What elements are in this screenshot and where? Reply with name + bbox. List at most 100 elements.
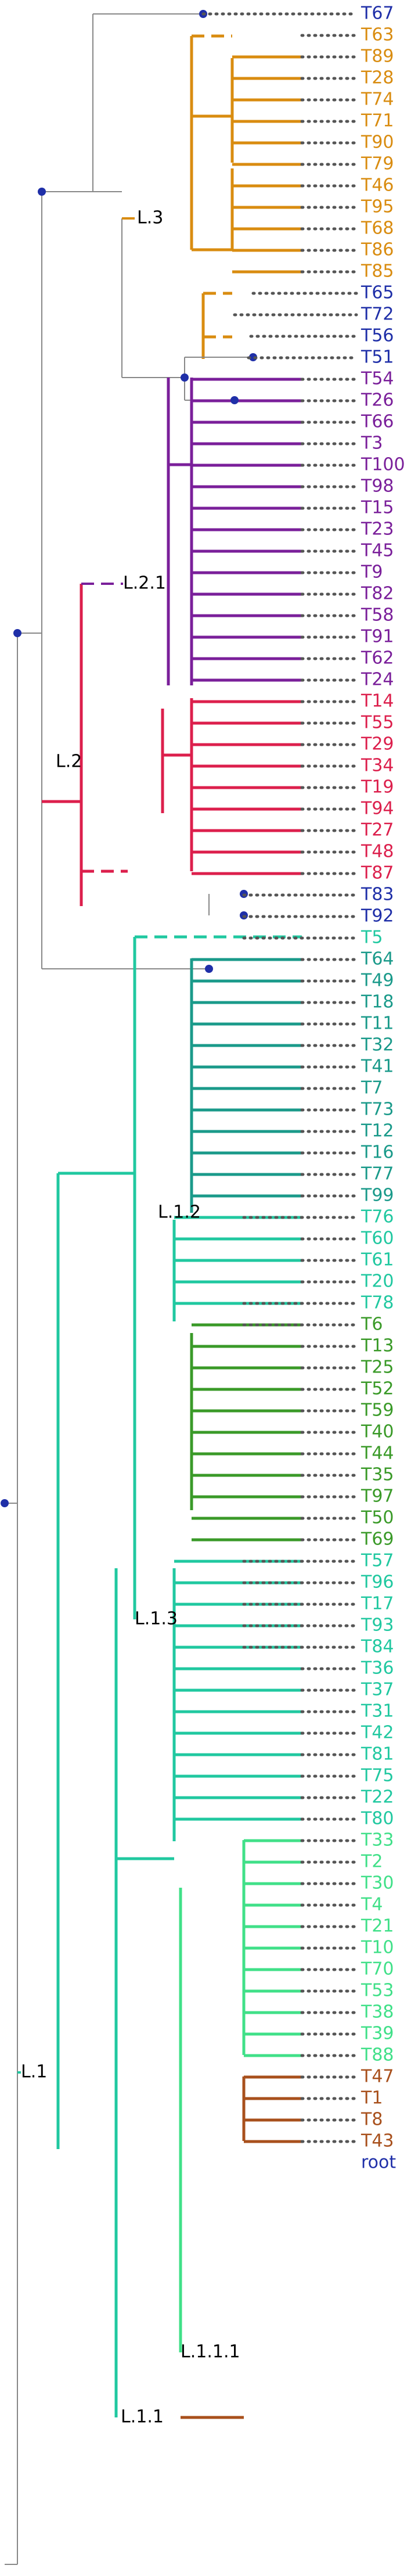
tip-label: T4: [360, 1895, 383, 1915]
tip-label: T81: [360, 1744, 394, 1765]
tip-label: T60: [360, 1228, 394, 1249]
tip-label: T55: [360, 713, 394, 733]
tip-label: T43: [360, 2131, 394, 2151]
tree-node: [205, 965, 213, 973]
tip-label: T70: [360, 1959, 394, 1979]
tip-label: T40: [360, 1422, 394, 1442]
tip-label: T98: [360, 476, 394, 497]
tip-label: T44: [360, 1443, 394, 1464]
tree-node: [13, 629, 21, 637]
tip-label: T17: [360, 1594, 394, 1614]
tip-label: T29: [360, 734, 394, 755]
tip-label: T100: [360, 455, 405, 475]
tip-labels: T67T63T89T28T74T71T90T79T46T95T68T86T85T…: [360, 3, 405, 2173]
tip-label: T27: [360, 820, 394, 840]
tip-label: T16: [360, 1143, 394, 1163]
tip-label: T82: [360, 584, 394, 604]
tip-label: T24: [360, 670, 394, 690]
tip-label: T22: [360, 1787, 394, 1808]
tip-label: T26: [360, 390, 394, 411]
tree-nodes: [1, 10, 257, 1507]
clade-label-L111: L.1.1: [121, 2407, 164, 2427]
tip-label: T9: [360, 562, 383, 583]
tip-label: T36: [360, 1658, 394, 1679]
tip-label: T21: [360, 1916, 394, 1937]
tip-label: T72: [360, 304, 394, 325]
tip-label: T31: [360, 1701, 394, 1722]
tip-label: T58: [360, 605, 394, 626]
tip-label: T35: [360, 1465, 394, 1485]
tip-label: T94: [360, 799, 394, 819]
tip-label: T42: [360, 1723, 394, 1743]
tip-label: T64: [360, 949, 394, 969]
clade-label-L2: L.2: [56, 752, 82, 772]
tip-label: T8: [360, 2110, 383, 2130]
tip-label: T80: [360, 1809, 394, 1829]
tip-label: T61: [360, 1250, 394, 1270]
tip-label: T10: [360, 1938, 394, 1958]
tip-label: T51: [360, 347, 394, 368]
clade-label-L1: L.1: [21, 2062, 47, 2082]
tip-label: T74: [360, 89, 394, 110]
tip-label: T59: [360, 1400, 394, 1421]
tip-label: T68: [360, 218, 394, 239]
tip-label: T87: [360, 863, 394, 883]
tip-label: T5: [360, 928, 383, 948]
tree-node: [38, 188, 46, 196]
tip-label: T2: [360, 1852, 383, 1872]
tip-label: T78: [360, 1293, 394, 1313]
tip-label: T88: [360, 2045, 394, 2065]
tip-label: T46: [360, 175, 394, 196]
tip-label: T85: [360, 261, 394, 282]
tip-label: T6: [360, 1314, 383, 1335]
clade-label-L21: L.2.1: [123, 573, 166, 594]
tip-label: T52: [360, 1379, 394, 1399]
tree-node: [230, 396, 239, 404]
tip-label: T45: [360, 541, 394, 561]
clade-label-L113: L.1.3: [135, 1609, 178, 1629]
tip-label: T53: [360, 1981, 394, 2001]
tip-label: T25: [360, 1357, 394, 1378]
tip-label: T84: [360, 1637, 394, 1657]
tip-label: T93: [360, 1615, 394, 1636]
tip-label: T67: [360, 3, 394, 24]
tip-label: T79: [360, 154, 394, 174]
tip-label: T32: [360, 1035, 394, 1055]
tip-label: T3: [360, 433, 383, 454]
clade-label-L112: L.1.2: [158, 1202, 201, 1223]
tip-label: T54: [360, 369, 394, 389]
tip-label: T18: [360, 992, 394, 1012]
tree-node: [1, 1499, 9, 1507]
tip-label: T50: [360, 1508, 394, 1528]
tip-label: T38: [360, 2002, 394, 2022]
clade-labels: L.3 L.2.1 L.2 L.1.2 L.1.3 L.1 L.1.1.1 L.…: [21, 208, 240, 2427]
tip-label: T95: [360, 197, 394, 217]
tip-label: T76: [360, 1207, 394, 1227]
tip-label: T73: [360, 1100, 394, 1120]
tip-label: T19: [360, 777, 394, 797]
tip-label: T1: [360, 2088, 383, 2108]
tip-label: T89: [360, 46, 394, 67]
tip-label: T7: [360, 1078, 383, 1098]
tip-label: T41: [360, 1057, 394, 1077]
tip-label: T83: [360, 885, 394, 905]
tip-label: T14: [360, 691, 394, 712]
tip-label: T69: [360, 1529, 394, 1550]
tip-label: T63: [360, 25, 394, 45]
clade-label-L1111: L.1.1.1: [181, 2342, 240, 2362]
clade-label-L3: L.3: [137, 208, 163, 228]
tip-label: T28: [360, 68, 394, 88]
tip-label: T30: [360, 1873, 394, 1894]
tip-label: T96: [360, 1572, 394, 1593]
tip-label: T13: [360, 1336, 394, 1356]
tip-label: T49: [360, 971, 394, 991]
tip-label: T57: [360, 1551, 394, 1571]
tree-node: [181, 373, 189, 382]
tip-label: T48: [360, 842, 394, 862]
tip-label: T47: [360, 2067, 394, 2087]
tip-leader-lines: [201, 12, 358, 2143]
tip-label: T66: [360, 412, 394, 432]
tip-label: T11: [360, 1014, 394, 1034]
tip-label: T33: [360, 1830, 394, 1851]
